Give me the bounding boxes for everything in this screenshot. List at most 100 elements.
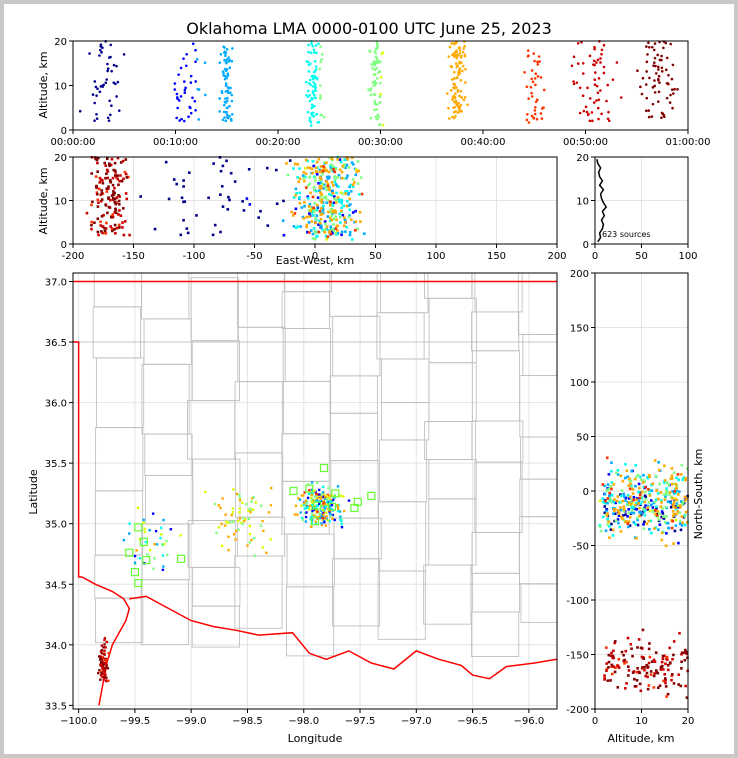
source-point	[226, 116, 230, 120]
source-point	[327, 170, 331, 174]
source-point	[91, 93, 95, 96]
source-point	[269, 538, 272, 541]
source-point	[680, 524, 684, 527]
source-point	[330, 507, 333, 511]
source-point	[373, 50, 377, 53]
source-point	[342, 224, 346, 228]
source-point	[379, 76, 383, 79]
source-point	[615, 499, 619, 503]
source-point	[107, 119, 111, 122]
source-point	[348, 197, 352, 201]
source-point	[116, 156, 120, 160]
source-point	[194, 48, 197, 52]
y-tick-label: 20	[54, 37, 67, 48]
source-point	[160, 533, 163, 536]
source-point	[605, 514, 609, 517]
height-histogram-line	[596, 159, 608, 243]
source-point	[231, 520, 235, 524]
source-point	[632, 521, 636, 524]
source-point	[327, 199, 330, 202]
source-point	[653, 84, 656, 88]
source-point	[633, 677, 636, 681]
county-outline	[141, 523, 190, 581]
source-point	[223, 100, 227, 104]
source-point	[605, 99, 608, 103]
source-point	[93, 221, 96, 225]
source-point	[670, 674, 674, 678]
source-point	[340, 525, 344, 529]
source-point	[311, 44, 315, 48]
source-point	[307, 70, 311, 73]
source-point	[678, 631, 681, 635]
source-point	[114, 202, 118, 206]
source-point	[627, 525, 630, 529]
source-point	[576, 62, 580, 65]
source-point	[344, 192, 347, 195]
source-point	[203, 61, 207, 64]
source-point	[109, 180, 113, 184]
source-point	[314, 85, 317, 89]
source-point	[616, 469, 620, 472]
source-point	[610, 651, 613, 655]
source-point	[220, 544, 224, 548]
source-point	[343, 177, 346, 180]
source-point	[259, 209, 262, 213]
source-point	[308, 508, 311, 511]
source-point	[644, 490, 647, 494]
source-point	[604, 509, 608, 513]
source-point	[539, 112, 543, 115]
source-point	[191, 42, 195, 46]
source-point	[334, 178, 337, 182]
source-point	[344, 166, 347, 170]
source-point	[293, 162, 297, 166]
source-point	[245, 197, 249, 200]
x-tick-label: 0	[592, 251, 598, 262]
county-outline	[286, 533, 335, 588]
source-point	[136, 506, 140, 509]
source-point	[317, 182, 320, 185]
source-point	[237, 528, 240, 531]
source-point	[309, 209, 312, 213]
station-marker	[176, 554, 186, 563]
x-tick-label: −98.5	[232, 716, 263, 727]
source-point	[649, 499, 653, 502]
county-outline	[428, 297, 477, 364]
source-point	[114, 208, 118, 212]
source-point	[163, 542, 166, 546]
y-tick-label: 10	[576, 197, 589, 208]
source-point	[124, 158, 128, 161]
source-point	[103, 638, 106, 642]
source-point	[332, 229, 336, 233]
source-point	[640, 92, 644, 96]
source-point	[617, 521, 620, 525]
source-point	[313, 96, 316, 100]
source-point	[657, 90, 661, 94]
source-point	[242, 516, 245, 520]
source-point	[195, 214, 198, 217]
source-point	[135, 549, 138, 552]
source-point	[646, 506, 650, 509]
source-point	[165, 539, 168, 543]
source-point	[601, 497, 605, 500]
source-point	[339, 518, 342, 522]
source-point	[632, 498, 635, 502]
source-point	[225, 61, 228, 65]
station-marker	[367, 491, 376, 500]
source-point	[113, 169, 117, 172]
station-marker	[353, 497, 362, 506]
source-point	[335, 198, 338, 202]
source-point	[603, 674, 606, 677]
source-point	[308, 166, 312, 170]
source-point	[105, 187, 109, 190]
source-point	[313, 74, 316, 78]
source-point	[624, 463, 627, 466]
source-point	[314, 44, 318, 47]
source-point	[632, 511, 636, 515]
source-point	[303, 491, 306, 494]
source-point	[654, 669, 658, 672]
source-point	[630, 511, 633, 515]
source-point	[676, 504, 680, 507]
station-marker	[331, 489, 340, 498]
source-point	[374, 47, 378, 50]
source-point	[644, 485, 647, 489]
